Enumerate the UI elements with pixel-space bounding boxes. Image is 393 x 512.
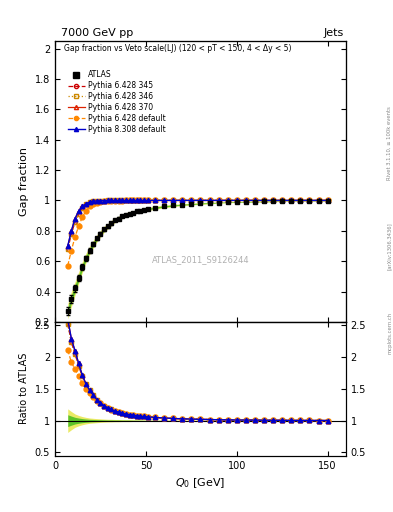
Text: ATLAS_2011_S9126244: ATLAS_2011_S9126244 <box>152 255 249 265</box>
Y-axis label: Gap fraction: Gap fraction <box>19 147 29 216</box>
Text: Jets: Jets <box>323 28 344 38</box>
Y-axis label: Ratio to ATLAS: Ratio to ATLAS <box>19 353 29 424</box>
Text: [arXiv:1306.3436]: [arXiv:1306.3436] <box>387 222 392 270</box>
Legend: ATLAS, Pythia 6.428 345, Pythia 6.428 346, Pythia 6.428 370, Pythia 6.428 defaul: ATLAS, Pythia 6.428 345, Pythia 6.428 34… <box>65 67 168 137</box>
X-axis label: $Q_0$ [GeV]: $Q_0$ [GeV] <box>175 476 226 490</box>
Text: mcplots.cern.ch: mcplots.cern.ch <box>387 312 392 354</box>
Text: 7000 GeV pp: 7000 GeV pp <box>61 28 133 38</box>
Text: Rivet 3.1.10, ≥ 100k events: Rivet 3.1.10, ≥ 100k events <box>387 106 392 180</box>
Text: Gap fraction vs Veto scale(LJ) (120 < pT < 150, 4 < Δy < 5): Gap fraction vs Veto scale(LJ) (120 < pT… <box>64 44 291 53</box>
